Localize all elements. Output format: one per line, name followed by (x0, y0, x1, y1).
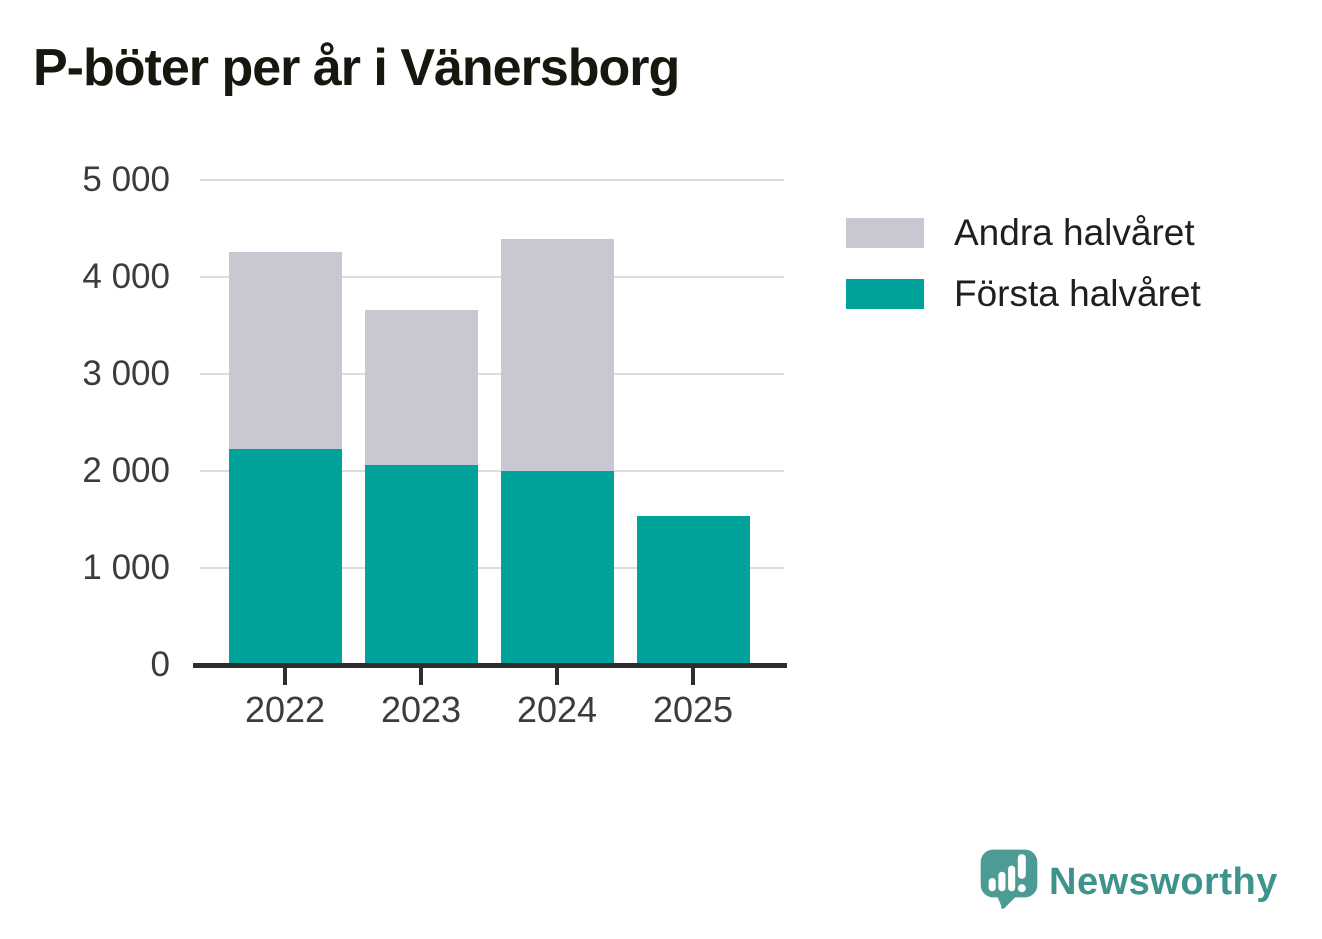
x-axis-tick-2023 (419, 667, 423, 685)
logo-exclamation-dot (1017, 884, 1026, 893)
x-axis-line (193, 663, 787, 668)
gridline-2000 (200, 470, 784, 472)
legend-item-andra-halvaret: Andra halvåret (846, 212, 1201, 253)
bar-segment-forsta-halvaret-2024 (500, 471, 614, 665)
bar-segment-forsta-halvaret-2025 (636, 515, 750, 665)
x-axis-tick-2025 (691, 667, 695, 685)
gridline-1000 (200, 567, 784, 569)
legend-swatch-andra-halvaret (846, 218, 924, 248)
bar-segment-andra-halvaret-2024 (500, 239, 614, 471)
gridline-5000 (200, 179, 784, 181)
legend-item-forsta-halvaret: Första halvåret (846, 273, 1201, 314)
y-axis-tick-label: 1 000 (82, 548, 170, 587)
bar-segment-forsta-halvaret-2022 (228, 448, 342, 665)
newsworthy-speech-bubble-icon (980, 849, 1038, 909)
logo-exclamation-bar (1017, 854, 1026, 879)
x-axis-tick-2024 (555, 667, 559, 685)
x-axis-tick-2022 (283, 667, 287, 685)
bar-segment-andra-halvaret-2023 (364, 309, 478, 466)
x-axis-tick-label: 2023 (380, 689, 462, 730)
logo-mini-bar-1 (988, 877, 996, 892)
y-axis-tick-label: 4 000 (82, 257, 170, 296)
gridline-3000 (200, 373, 784, 375)
y-axis-tick-label: 3 000 (82, 354, 170, 393)
gridline-4000 (200, 276, 784, 278)
y-axis-tick-label: 0 (150, 645, 170, 684)
y-axis-tick-label: 2 000 (82, 451, 170, 490)
newsworthy-wordmark: Newsworthy (1049, 860, 1278, 903)
legend-swatch-forsta-halvaret (846, 279, 924, 309)
legend-label-forsta-halvaret: Första halvåret (954, 273, 1201, 314)
chart-title: P-böter per år i Vänersborg (33, 39, 680, 97)
x-axis-tick-label: 2022 (244, 689, 326, 730)
bar-segment-forsta-halvaret-2023 (364, 465, 478, 665)
logo-mini-bar-3 (1008, 865, 1016, 892)
logo-mini-bar-2 (998, 871, 1006, 892)
x-axis-tick-label: 2024 (516, 689, 598, 730)
legend: Andra halvåret Första halvåret (846, 212, 1201, 339)
y-axis-tick-label: 5 000 (82, 160, 170, 199)
bar-segment-andra-halvaret-2022 (228, 251, 342, 449)
legend-label-andra-halvaret: Andra halvåret (954, 212, 1195, 253)
newsworthy-logo: Newsworthy (978, 847, 1278, 916)
x-axis-tick-label: 2025 (652, 689, 734, 730)
